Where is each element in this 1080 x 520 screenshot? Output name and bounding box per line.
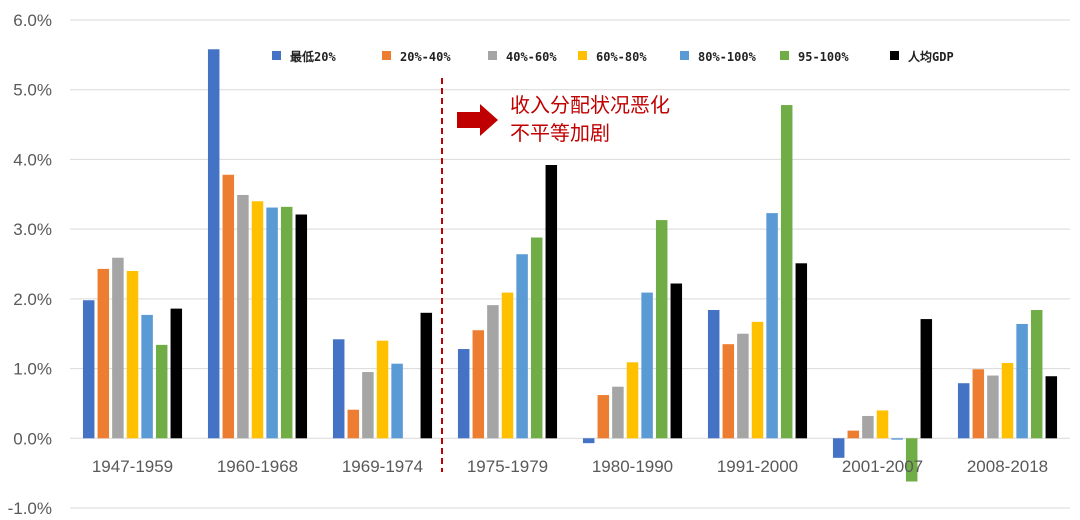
bar bbox=[582, 438, 595, 444]
bar bbox=[1045, 376, 1058, 439]
bar bbox=[457, 349, 470, 439]
legend-label: 80%-100% bbox=[698, 50, 757, 64]
y-tick-label: 0.0% bbox=[13, 429, 52, 448]
bar bbox=[347, 409, 360, 439]
bar bbox=[612, 386, 624, 439]
bar bbox=[97, 268, 110, 439]
legend-swatch bbox=[382, 51, 391, 60]
legend-label: 95-100% bbox=[798, 50, 849, 64]
x-category-label: 2008-2018 bbox=[967, 457, 1048, 476]
bar bbox=[487, 305, 499, 439]
bar bbox=[847, 430, 860, 439]
bar bbox=[655, 220, 668, 439]
y-tick-label: 4.0% bbox=[13, 150, 52, 169]
legend-label: 60%-80% bbox=[596, 50, 647, 64]
bar bbox=[530, 237, 543, 439]
legend-label: 40%-60% bbox=[506, 50, 557, 64]
bar bbox=[957, 383, 970, 439]
annotation-line-2: 不平等加剧 bbox=[510, 121, 610, 145]
bar bbox=[112, 257, 124, 439]
x-category-label: 1960-1968 bbox=[217, 457, 298, 476]
bar bbox=[82, 300, 95, 439]
legend-swatch bbox=[780, 51, 789, 60]
bar bbox=[670, 283, 683, 439]
bar bbox=[876, 410, 889, 439]
bar bbox=[972, 369, 985, 439]
bars bbox=[82, 49, 1058, 482]
bar bbox=[707, 310, 720, 439]
y-tick-label: 6.0% bbox=[13, 11, 52, 30]
red-arrow-icon bbox=[457, 104, 498, 136]
legend-swatch bbox=[680, 51, 689, 60]
bar bbox=[751, 321, 764, 439]
bar bbox=[126, 270, 139, 439]
bar bbox=[222, 174, 235, 439]
y-tick-label: 1.0% bbox=[13, 360, 52, 379]
bar bbox=[766, 213, 778, 439]
y-tick-label: 5.0% bbox=[13, 81, 52, 100]
bar bbox=[626, 362, 639, 439]
legend-swatch bbox=[488, 51, 497, 60]
x-category-label: 1969-1974 bbox=[342, 457, 423, 476]
bar bbox=[141, 314, 153, 439]
bar bbox=[295, 214, 308, 439]
bar bbox=[832, 438, 845, 458]
y-tick-label: 3.0% bbox=[13, 220, 52, 239]
bar bbox=[472, 330, 485, 439]
legend-swatch bbox=[578, 51, 587, 60]
legend-label: 人均GDP bbox=[908, 49, 954, 64]
bar bbox=[170, 308, 183, 439]
bar bbox=[545, 165, 558, 439]
y-axis-ticks: -1.0% 0.0% 1.0% 2.0% 3.0% 4.0% 5.0% 6.0% bbox=[8, 11, 52, 518]
bar bbox=[237, 194, 249, 439]
bar bbox=[1030, 310, 1043, 439]
x-axis-categories: 1947-1959 1960-1968 1969-1974 1975-1979 1980… bbox=[92, 457, 1048, 476]
bar bbox=[597, 395, 610, 439]
x-category-label: 1991-2000 bbox=[717, 457, 798, 476]
legend: 最低20% 20%-40% 40%-60% 60%-80% 80%-100% 95-100… bbox=[272, 49, 954, 64]
legend-label: 最低20% bbox=[290, 49, 336, 64]
bar bbox=[795, 263, 808, 439]
x-category-label: 1980-1990 bbox=[592, 457, 673, 476]
x-category-label: 1975-1979 bbox=[467, 457, 548, 476]
bar bbox=[641, 292, 653, 439]
bar bbox=[737, 333, 749, 439]
x-category-label: 2001-2007 bbox=[842, 457, 923, 476]
bar bbox=[1016, 323, 1028, 439]
legend-swatch bbox=[272, 51, 281, 60]
annotation-line-1: 收入分配状况恶化 bbox=[510, 93, 670, 117]
bar bbox=[987, 375, 999, 439]
y-tick-label: 2.0% bbox=[13, 290, 52, 309]
legend-label: 20%-40% bbox=[400, 50, 451, 64]
bar bbox=[780, 105, 793, 439]
x-category-label: 1947-1959 bbox=[92, 457, 173, 476]
bar bbox=[251, 201, 264, 439]
bar bbox=[376, 340, 389, 439]
annotation: 收入分配状况恶化 不平等加剧 bbox=[457, 93, 670, 145]
bar bbox=[155, 344, 168, 439]
bar bbox=[280, 206, 293, 439]
bar bbox=[362, 372, 374, 439]
bar bbox=[905, 438, 918, 482]
legend-swatch bbox=[890, 51, 899, 60]
gridlines bbox=[70, 19, 1070, 509]
bar bbox=[391, 363, 403, 439]
bar bbox=[862, 415, 874, 439]
bar bbox=[266, 207, 278, 439]
bar bbox=[207, 49, 220, 439]
bar bbox=[516, 254, 528, 439]
y-tick-label: -1.0% bbox=[8, 499, 52, 518]
bar bbox=[420, 312, 433, 439]
bar bbox=[891, 438, 903, 440]
bar bbox=[920, 319, 933, 439]
bar bbox=[1001, 362, 1014, 439]
bar bbox=[501, 292, 514, 439]
bar bbox=[332, 339, 345, 439]
bar bbox=[722, 344, 735, 439]
